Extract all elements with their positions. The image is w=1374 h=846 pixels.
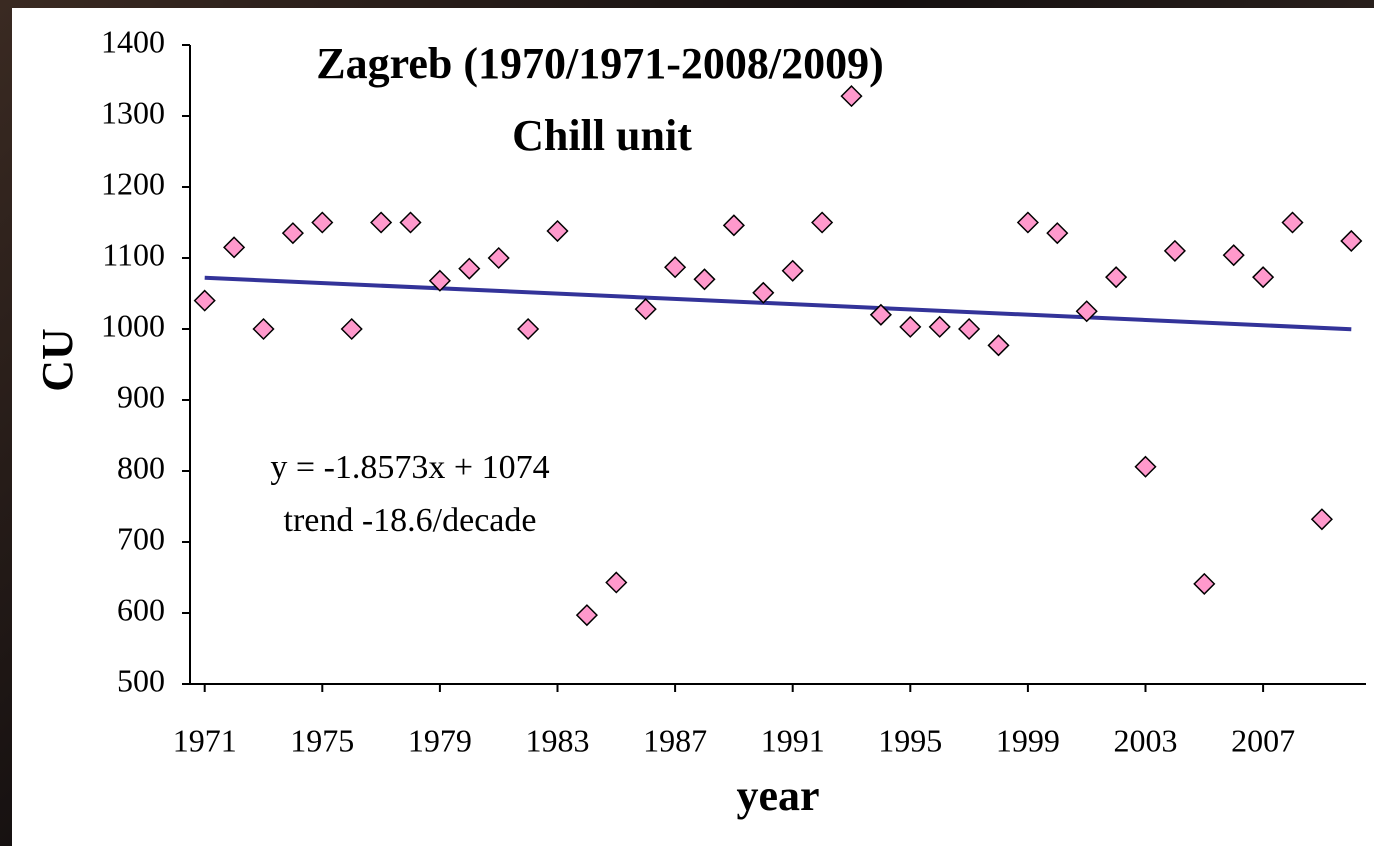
data-point	[634, 298, 657, 321]
data-point	[664, 256, 687, 279]
trend-line	[204, 275, 1352, 332]
y-tick-label: 500	[117, 662, 165, 698]
data-point	[193, 289, 216, 312]
y-tick-label: 700	[117, 520, 165, 556]
data-point	[693, 268, 716, 291]
data-point	[370, 211, 393, 234]
y-tick-label: 1200	[101, 165, 165, 201]
data-point	[869, 303, 892, 326]
data-point	[899, 315, 922, 338]
x-tick-label: 2003	[1114, 722, 1178, 758]
data-point	[1310, 508, 1333, 531]
x-tick-label: 1971	[173, 722, 237, 758]
data-point	[1163, 239, 1186, 262]
data-point	[1046, 222, 1069, 245]
y-axis-label: CU	[33, 328, 82, 392]
x-tick-label: 1975	[290, 722, 354, 758]
data-point	[1252, 266, 1275, 289]
data-point	[340, 317, 363, 341]
y-tick-label: 1000	[101, 307, 165, 343]
chart-background	[12, 8, 1374, 846]
data-point	[1193, 572, 1216, 595]
chart-title: Zagreb (1970/1971-2008/2009)	[316, 39, 884, 88]
data-point	[605, 571, 628, 594]
data-point	[1016, 211, 1039, 234]
annotation: y = -1.8573x + 1074	[270, 449, 549, 486]
data-point	[223, 236, 246, 259]
data-point	[517, 317, 540, 341]
x-tick-label: 1987	[643, 722, 707, 758]
chart-subtitle: Chill unit	[512, 111, 692, 160]
data-point	[987, 334, 1010, 357]
x-tick-label: 2007	[1231, 722, 1295, 758]
data-point	[1134, 455, 1157, 478]
data-point	[575, 604, 598, 627]
data-point	[399, 211, 422, 234]
data-point	[722, 214, 745, 237]
data-point	[781, 259, 804, 282]
annotation: trend -18.6/decade	[284, 502, 537, 539]
data-point	[928, 315, 951, 338]
data-point	[458, 257, 481, 280]
data-point	[811, 211, 834, 234]
y-tick-label: 1100	[102, 236, 165, 272]
x-tick-label: 1979	[408, 722, 472, 758]
x-tick-label: 1995	[878, 722, 942, 758]
data-point	[428, 269, 451, 292]
y-tick-label: 900	[117, 378, 165, 414]
data-point	[1340, 229, 1363, 253]
data-point	[1222, 244, 1245, 267]
data-point	[1281, 211, 1304, 234]
data-point	[252, 317, 275, 341]
data-point	[1105, 266, 1128, 289]
x-tick-label: 1983	[526, 722, 590, 758]
y-tick-label: 1300	[101, 94, 165, 130]
data-point	[958, 317, 981, 341]
data-point	[546, 219, 569, 243]
x-tick-label: 1999	[996, 722, 1060, 758]
data-point	[1075, 300, 1098, 323]
y-tick-label: 600	[117, 591, 165, 627]
x-tick-label: 1991	[761, 722, 825, 758]
data-point	[840, 85, 863, 108]
data-point	[752, 281, 775, 304]
y-tick-label: 1400	[101, 23, 165, 59]
data-point	[311, 211, 334, 234]
y-tick-label: 800	[117, 449, 165, 485]
x-axis-label: year	[736, 771, 819, 820]
data-point	[281, 222, 304, 245]
data-point	[487, 246, 510, 270]
